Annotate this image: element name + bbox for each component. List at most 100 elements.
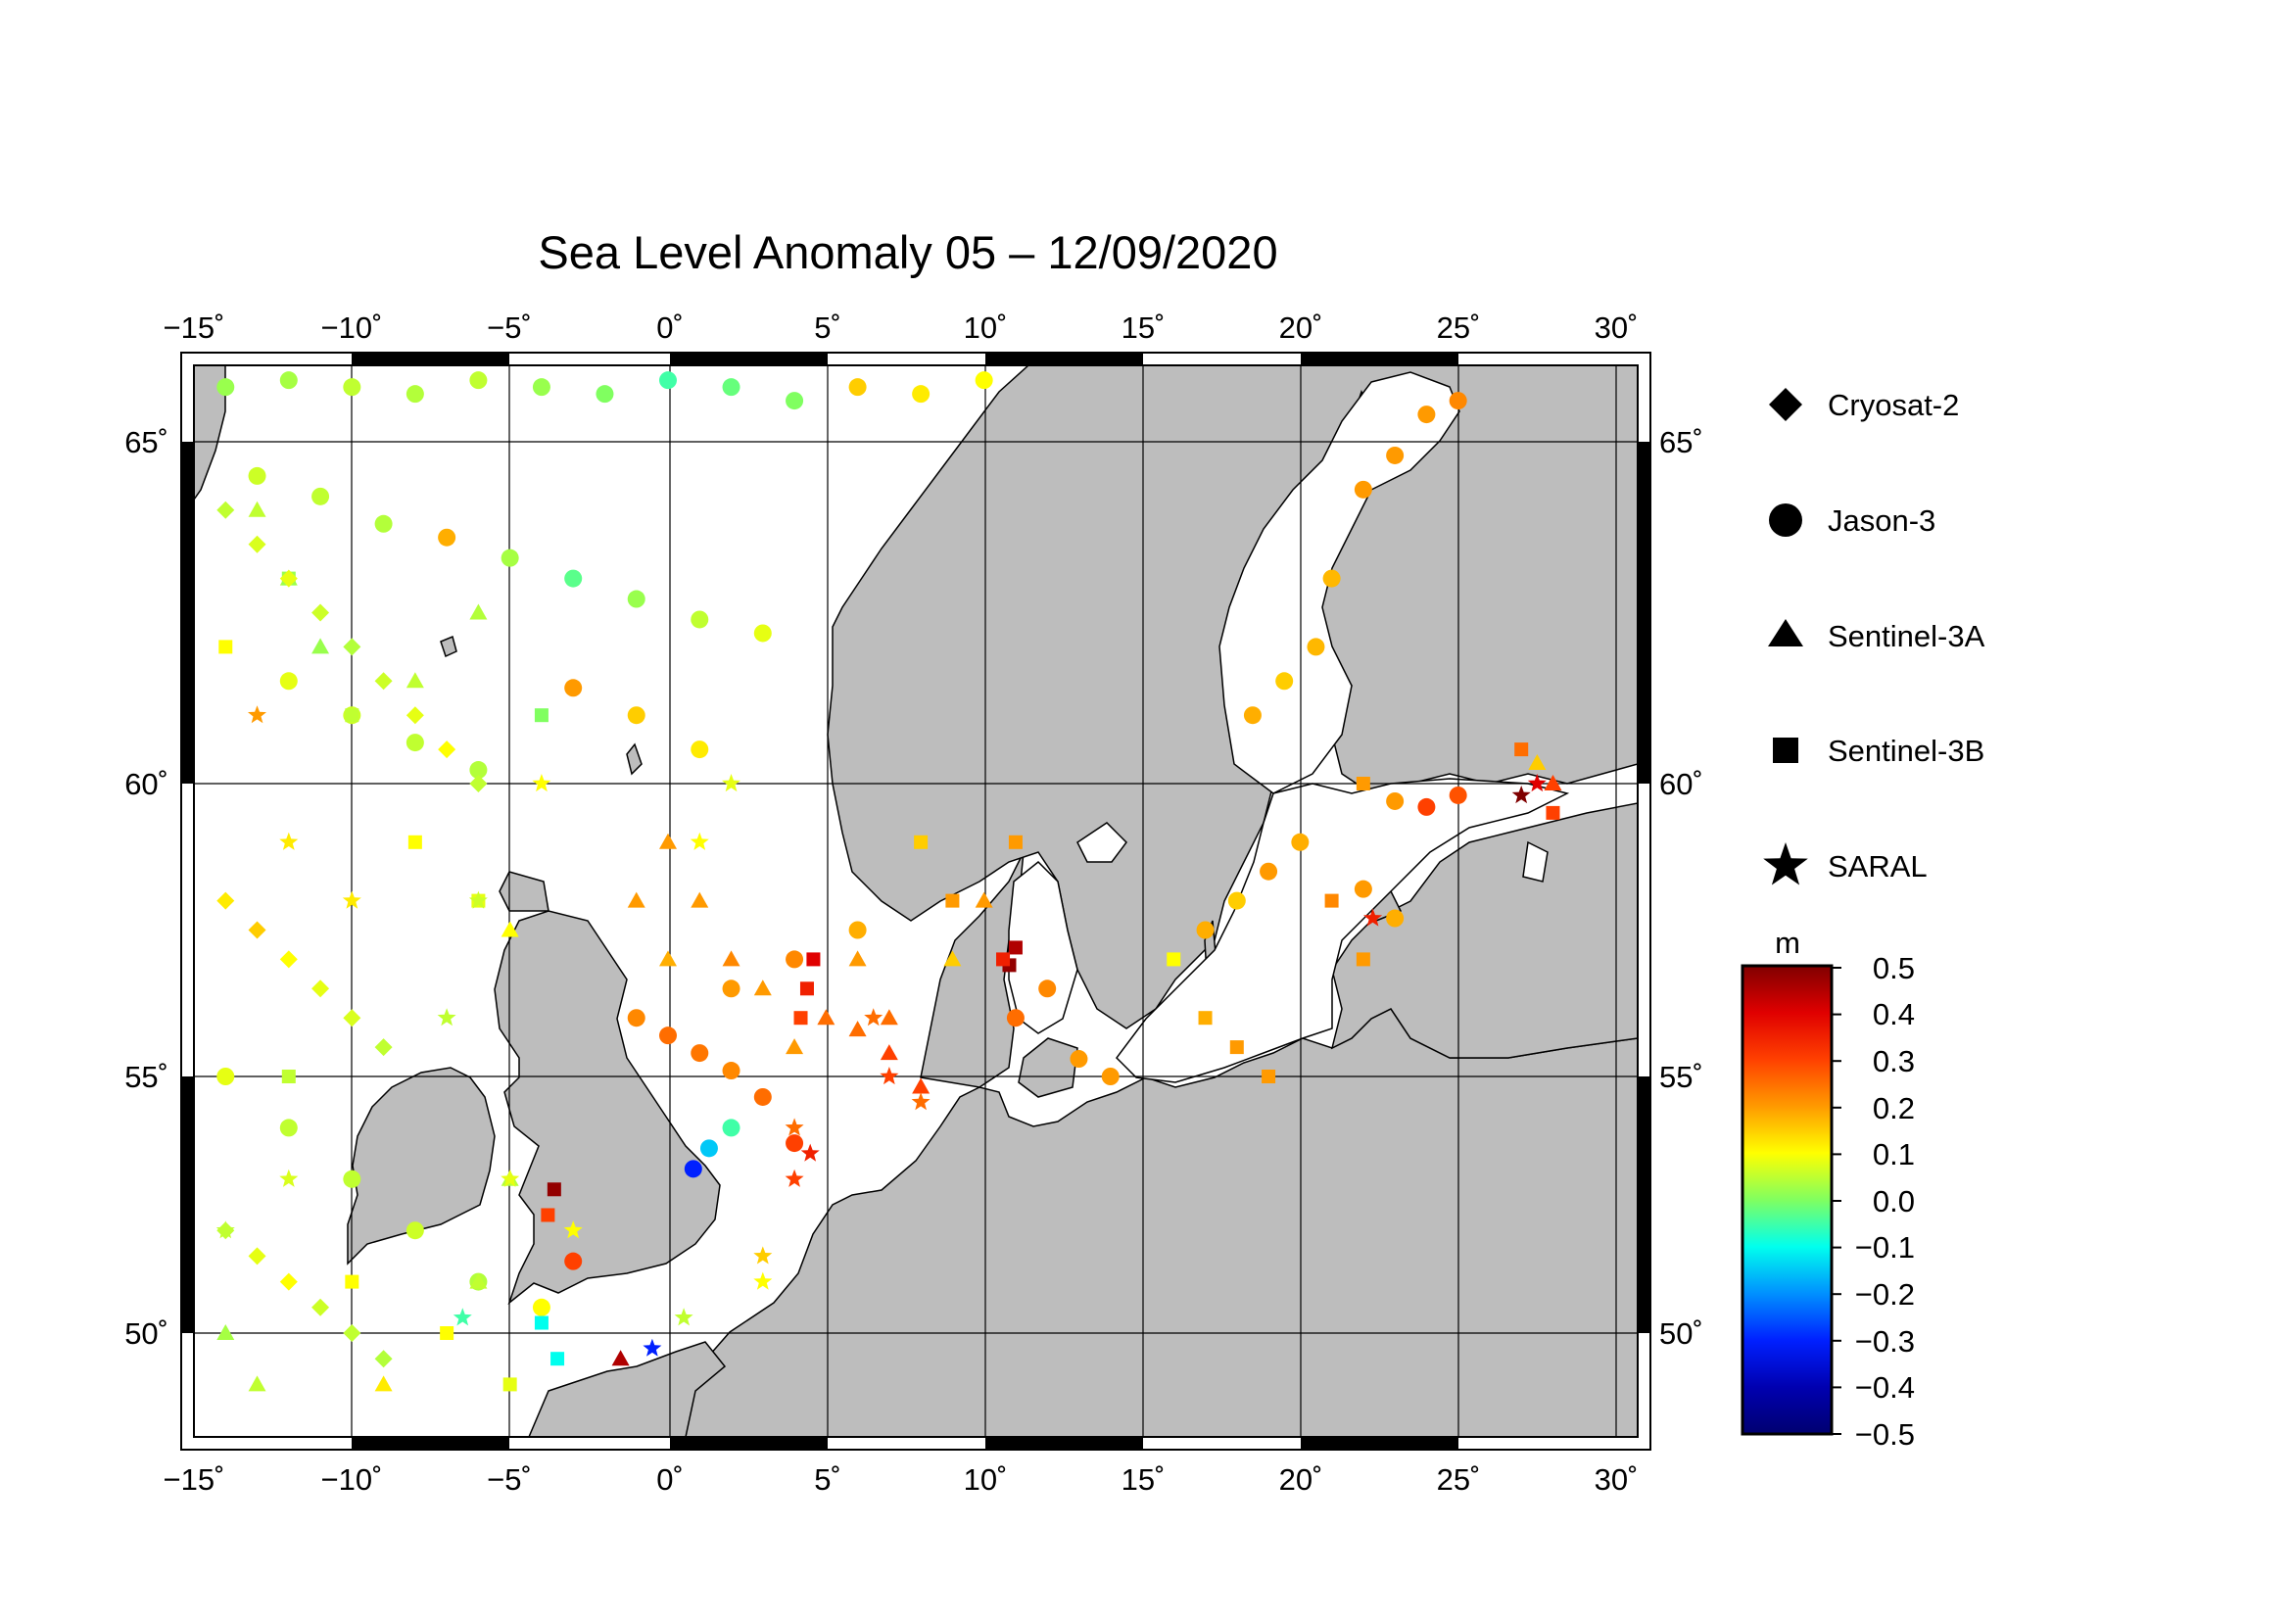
sla-point-circle — [1417, 406, 1436, 424]
sla-point-diamond — [374, 1038, 393, 1057]
sla-point-square — [1356, 952, 1370, 967]
sla-point-circle — [1386, 446, 1405, 464]
sla-point-circle — [786, 1134, 804, 1153]
sla-point-triangle — [753, 979, 772, 996]
sla-point-triangle — [912, 1077, 931, 1094]
sla-point-star — [532, 774, 551, 792]
sla-point-circle — [848, 921, 867, 939]
sla-point-star — [468, 890, 488, 909]
colorbar-tick-label: −0.4 — [1855, 1370, 1915, 1405]
sla-point-star — [722, 774, 740, 792]
sla-point-circle — [406, 385, 424, 404]
colorbar-tick-label: −0.1 — [1855, 1230, 1915, 1265]
sla-point-triangle — [406, 672, 424, 689]
legend-item-sentinel-3b: Sentinel-3B — [1773, 734, 1984, 768]
sla-point-triangle — [880, 1044, 898, 1061]
sla-point-square — [996, 952, 1011, 967]
sla-point-triangle — [722, 950, 740, 967]
sla-point-triangle — [311, 638, 330, 654]
colorbar-unit: m — [1775, 926, 1800, 960]
sla-point-square — [1514, 742, 1529, 757]
sla-point-star — [800, 1143, 820, 1162]
sla-point-diamond — [374, 1350, 393, 1368]
sla-point-star — [753, 1271, 773, 1290]
lon-tick-label: −5˚ — [487, 1462, 532, 1497]
lon-ticks-bottom: −15˚ −10˚ −5˚ 0˚ 5˚ 10˚ 15˚ 20˚ 25˚ 30˚ — [164, 1462, 1639, 1497]
sla-point-star — [785, 1118, 804, 1136]
lat-tick-label: 55˚ — [124, 1060, 168, 1094]
sla-point-star — [563, 1220, 583, 1239]
sla-point-circle — [1260, 862, 1278, 881]
sla-point-star — [785, 1169, 804, 1187]
sla-point-square — [281, 1070, 296, 1083]
sla-point-circle — [469, 761, 488, 780]
sla-point-circle — [627, 1009, 645, 1027]
sla-point-square — [914, 835, 929, 849]
sla-point-square — [1008, 835, 1023, 849]
sla-point-circle — [343, 1170, 361, 1188]
sla-point-square — [806, 952, 821, 967]
land-france — [528, 1341, 727, 1437]
baltic-proper — [1116, 778, 1570, 1083]
sla-point-circle — [691, 610, 709, 629]
sla-point-square — [799, 981, 814, 996]
sla-point-diamond — [279, 569, 298, 588]
sla-point-triangle — [469, 1272, 488, 1289]
sla-point-diamond — [248, 921, 266, 939]
sla-point-star — [1363, 908, 1383, 927]
sla-point-star — [453, 1308, 472, 1326]
sla-point-circle — [699, 1139, 718, 1158]
colorbar-tick-label: −0.3 — [1855, 1324, 1915, 1359]
sla-point-circle — [311, 487, 330, 505]
sla-point-circle — [786, 950, 804, 969]
colorbar-tick-label: 0.4 — [1873, 997, 1915, 1031]
lon-tick-label: 20˚ — [1279, 1462, 1323, 1497]
land-iceland-edge — [194, 365, 226, 502]
triangle-icon — [1768, 619, 1803, 646]
sla-point-circle — [722, 378, 740, 397]
sla-point-triangle — [659, 833, 677, 849]
sla-point-circle — [374, 514, 393, 533]
sla-point-circle — [1291, 833, 1310, 851]
sla-point-star — [753, 1246, 773, 1265]
sla-point-circle — [1417, 797, 1436, 816]
sla-point-circle — [684, 1160, 702, 1178]
lon-tick-label: −5˚ — [487, 310, 532, 345]
legend-item-jason-3: Jason-3 — [1769, 503, 1935, 538]
sla-point-triangle — [943, 950, 962, 967]
colorbar-tick-label: 0.3 — [1873, 1044, 1915, 1078]
sla-point-circle — [1196, 921, 1215, 939]
star-icon — [1763, 842, 1808, 885]
sla-point-circle — [406, 1221, 424, 1240]
sla-point-diamond — [279, 1272, 298, 1291]
colorbar-tick-label: −0.2 — [1855, 1277, 1915, 1312]
lon-ticks-top: −15˚ −10˚ −5˚ 0˚ 5˚ 10˚ 15˚ 20˚ 25˚ 30˚ — [164, 310, 1639, 345]
sla-point-circle — [1354, 880, 1372, 898]
sla-point-circle — [691, 740, 709, 759]
sla-point-triangle — [659, 950, 677, 967]
lat-ticks-left: 65˚ 60˚ 55˚ 50˚ — [124, 425, 168, 1351]
sla-point-star — [880, 1067, 899, 1085]
sla-point-star — [279, 1169, 299, 1187]
sla-point-triangle — [786, 1038, 804, 1055]
sla-point-square — [550, 1352, 565, 1366]
satellite-legend: Cryosat-2 Jason-3 Sentinel-3A Sentinel-3… — [1763, 388, 1985, 885]
series-sentinel-3a — [216, 501, 1562, 1392]
sla-point-square — [218, 640, 233, 654]
sla-point-diamond — [279, 950, 298, 969]
sla-point-square — [440, 1326, 454, 1340]
sla-point-square — [1324, 893, 1339, 908]
sla-point-circle — [1227, 891, 1246, 910]
sla-point-circle — [501, 549, 519, 567]
sla-point-square — [547, 1182, 561, 1197]
sla-point-circle — [564, 679, 583, 697]
sla-point-square — [1546, 805, 1560, 820]
sla-point-circle — [279, 672, 298, 691]
lon-tick-label: −15˚ — [164, 310, 225, 345]
lon-tick-label: 5˚ — [814, 310, 841, 345]
sla-point-triangle — [817, 1009, 835, 1026]
sla-point-diamond — [343, 638, 361, 656]
lon-tick-label: −10˚ — [321, 1462, 383, 1497]
sla-point-diamond — [311, 979, 330, 998]
